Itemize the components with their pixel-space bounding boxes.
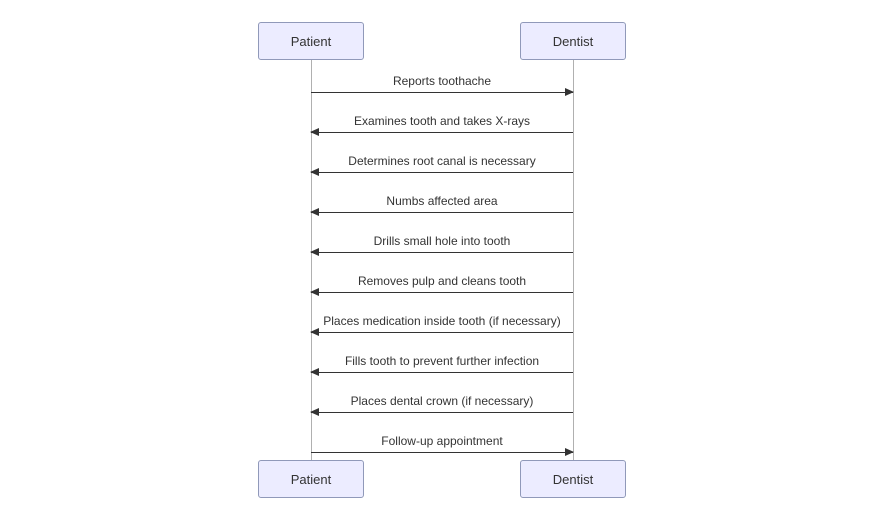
lifeline-dentist xyxy=(573,60,574,460)
message-arrow: Determines root canal is necessary xyxy=(311,172,573,173)
arrowhead-left-icon xyxy=(310,128,319,136)
message-label: Drills small hole into tooth xyxy=(311,234,573,248)
message-label: Removes pulp and cleans tooth xyxy=(311,274,573,288)
message-arrow: Examines tooth and takes X-rays xyxy=(311,132,573,133)
arrowhead-left-icon xyxy=(310,328,319,336)
message-label: Places medication inside tooth (if neces… xyxy=(311,314,573,328)
message-label: Determines root canal is necessary xyxy=(311,154,573,168)
message-label: Reports toothache xyxy=(311,74,573,88)
message-arrow: Drills small hole into tooth xyxy=(311,252,573,253)
actor-label: Dentist xyxy=(553,472,593,487)
message-arrow: Places medication inside tooth (if neces… xyxy=(311,332,573,333)
message-arrow: Reports toothache xyxy=(311,92,573,93)
sequence-diagram: Patient Dentist Patient Dentist Reports toot… xyxy=(0,0,885,520)
message-arrow: Places dental crown (if necessary) xyxy=(311,412,573,413)
arrowhead-left-icon xyxy=(310,168,319,176)
message-arrow: Fills tooth to prevent further infection xyxy=(311,372,573,373)
arrowhead-left-icon xyxy=(310,248,319,256)
message-arrow: Numbs affected area xyxy=(311,212,573,213)
arrowhead-left-icon xyxy=(310,288,319,296)
actor-box-top-patient: Patient xyxy=(258,22,364,60)
actor-box-bottom-dentist: Dentist xyxy=(520,460,626,498)
actor-box-top-dentist: Dentist xyxy=(520,22,626,60)
message-label: Follow-up appointment xyxy=(311,434,573,448)
arrowhead-left-icon xyxy=(310,408,319,416)
message-label: Numbs affected area xyxy=(311,194,573,208)
actor-label: Dentist xyxy=(553,34,593,49)
message-arrow: Removes pulp and cleans tooth xyxy=(311,292,573,293)
actor-label: Patient xyxy=(291,34,331,49)
actor-label: Patient xyxy=(291,472,331,487)
message-arrow: Follow-up appointment xyxy=(311,452,573,453)
actor-box-bottom-patient: Patient xyxy=(258,460,364,498)
arrowhead-left-icon xyxy=(310,368,319,376)
arrowhead-left-icon xyxy=(310,208,319,216)
arrowhead-right-icon xyxy=(565,448,574,456)
message-label: Examines tooth and takes X-rays xyxy=(311,114,573,128)
message-label: Fills tooth to prevent further infection xyxy=(311,354,573,368)
arrowhead-right-icon xyxy=(565,88,574,96)
message-label: Places dental crown (if necessary) xyxy=(311,394,573,408)
